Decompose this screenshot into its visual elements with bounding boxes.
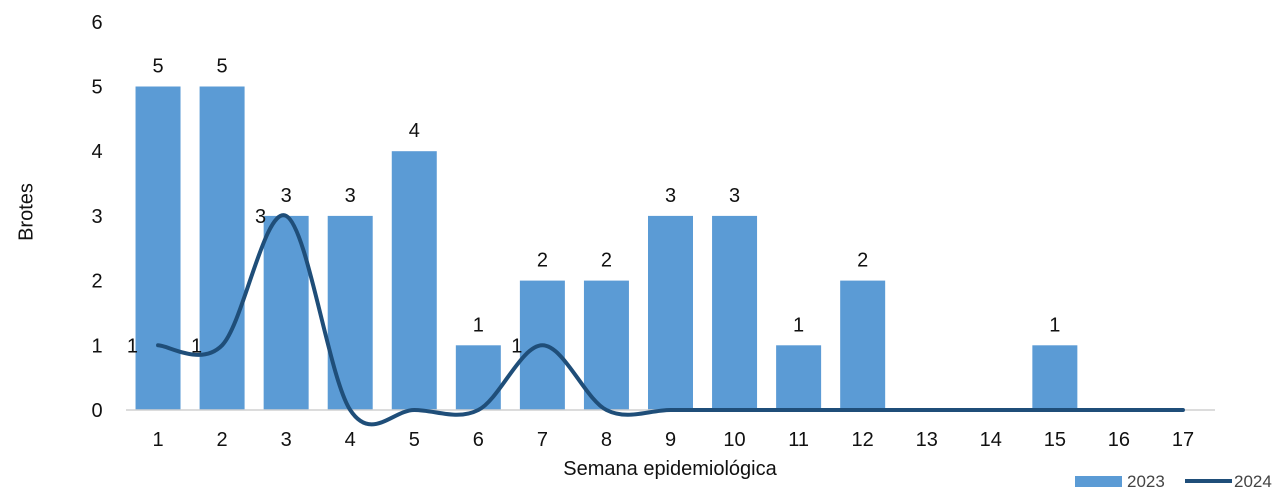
legend-label-2024: 2024 xyxy=(1234,472,1272,489)
y-tick-3: 3 xyxy=(91,206,102,228)
x-tick-9: 9 xyxy=(665,429,676,451)
x-tick-8: 8 xyxy=(601,429,612,451)
y-tick-0: 0 xyxy=(91,400,102,422)
y-tick-5: 5 xyxy=(91,77,102,99)
x-tick-14: 14 xyxy=(980,429,1002,451)
x-tick-3: 3 xyxy=(281,429,292,451)
y-tick-6: 6 xyxy=(91,12,102,34)
bar-6 xyxy=(455,345,501,410)
bar-9 xyxy=(648,215,693,410)
bar-label-7: 2 xyxy=(537,250,548,272)
x-tick-17: 17 xyxy=(1172,429,1194,451)
x-tick-6: 6 xyxy=(473,429,484,451)
bar-label-6: 1 xyxy=(473,314,484,336)
bar-label-1: 5 xyxy=(152,56,163,78)
bar-4 xyxy=(327,215,373,410)
x-tick-4: 4 xyxy=(345,429,356,451)
y-axis-ticks: 0 1 2 3 4 5 6 xyxy=(91,12,102,422)
x-tick-15: 15 xyxy=(1044,429,1066,451)
bar-label-9: 3 xyxy=(665,185,676,207)
x-axis-ticks: 1 2 3 4 5 6 7 8 9 10 11 12 13 14 15 16 17 xyxy=(152,429,1194,451)
y-axis-title: Brotes xyxy=(15,183,37,241)
x-tick-13: 13 xyxy=(916,429,938,451)
bar-label-3: 3 xyxy=(281,185,292,207)
x-tick-7: 7 xyxy=(537,429,548,451)
x-axis-title: Semana epidemiológica xyxy=(563,458,777,480)
bar-label-2: 5 xyxy=(217,56,228,78)
bar-label-8: 2 xyxy=(601,250,612,272)
series-line-2024 xyxy=(156,213,1185,427)
bar-label-12: 2 xyxy=(857,250,868,272)
x-tick-1: 1 xyxy=(152,429,163,451)
bar-label-10: 3 xyxy=(729,185,740,207)
bar-label-15: 1 xyxy=(1049,314,1060,336)
y-tick-1: 1 xyxy=(91,335,102,357)
x-tick-5: 5 xyxy=(409,429,420,451)
legend: 2023 2024 xyxy=(1075,472,1272,489)
x-tick-12: 12 xyxy=(852,429,874,451)
legend-label-2023: 2023 xyxy=(1127,472,1165,489)
bar-label-5: 4 xyxy=(409,120,420,142)
line-label-7: 1 xyxy=(511,335,522,357)
y-tick-4: 4 xyxy=(91,141,102,163)
bar-label-4: 3 xyxy=(345,185,356,207)
x-tick-2: 2 xyxy=(217,429,228,451)
legend-swatch-2023 xyxy=(1075,476,1122,487)
bar-11 xyxy=(776,345,822,410)
bar-15 xyxy=(1032,345,1078,410)
bar-5 xyxy=(391,151,437,410)
line-data-labels: 1 1 3 1 xyxy=(127,206,522,357)
x-tick-11: 11 xyxy=(788,429,809,451)
line-label-2: 1 xyxy=(191,335,202,357)
y-tick-2: 2 xyxy=(91,271,102,293)
bars-2023 xyxy=(135,86,1078,410)
bar-12 xyxy=(840,280,886,410)
line-label-1: 1 xyxy=(127,335,138,357)
line-label-3: 3 xyxy=(255,206,266,228)
bar-1 xyxy=(135,86,181,410)
x-tick-10: 10 xyxy=(723,429,745,451)
bar-2 xyxy=(199,86,245,410)
bar-8 xyxy=(583,280,629,410)
bar-10 xyxy=(712,215,758,410)
x-tick-16: 16 xyxy=(1108,429,1130,451)
bar-label-11: 1 xyxy=(793,314,804,336)
